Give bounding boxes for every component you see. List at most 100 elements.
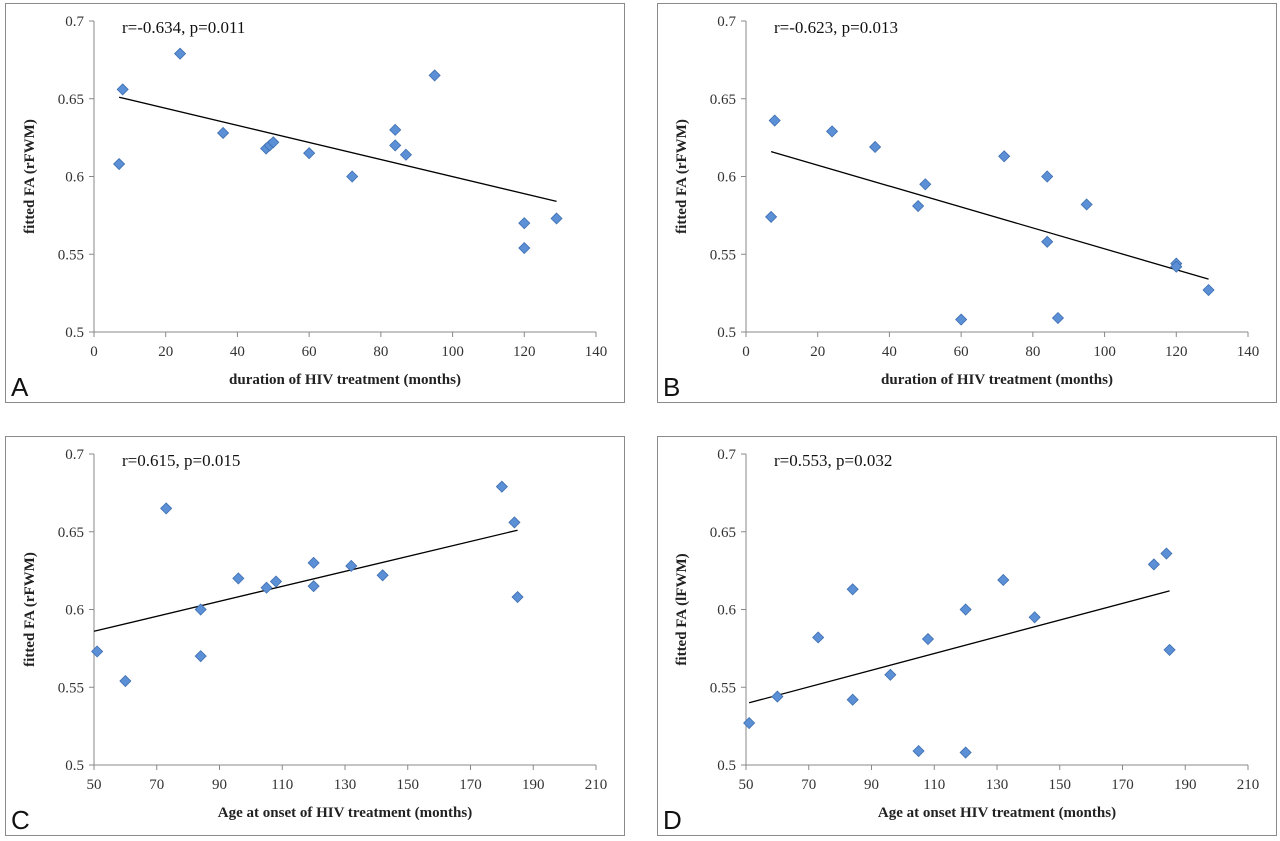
data-point — [160, 502, 173, 515]
y-tick-label: 0.6 — [717, 170, 736, 186]
x-tick-label: 140 — [585, 344, 608, 360]
y-tick-label: 0.6 — [65, 170, 84, 186]
data-point — [959, 603, 972, 616]
chart-panel-b: 0 20 40 60 80 100 120 140 0.5 0.55 0.6 0.65 0.7 durat… — [657, 3, 1277, 403]
x-axis-label: duration of HIV treatment (months) — [881, 372, 1113, 388]
x-tick-label: 120 — [513, 344, 536, 360]
data-point — [1028, 611, 1041, 624]
data-point — [307, 556, 320, 569]
data-point — [307, 580, 320, 593]
data-point — [919, 178, 932, 191]
data-point — [269, 575, 283, 588]
data-point — [389, 139, 402, 152]
x-tick-label: 110 — [923, 777, 945, 793]
x-tick-label: 0 — [90, 344, 98, 360]
x-tick-label: 50 — [87, 777, 102, 793]
data-point — [518, 217, 531, 230]
y-tick-label: 0.5 — [717, 325, 736, 341]
x-tick-label: 70 — [149, 777, 164, 793]
x-tick-label: 120 — [1165, 344, 1188, 360]
x-tick-label: 150 — [1049, 777, 1072, 793]
x-tick-label: 20 — [158, 344, 173, 360]
y-tick-label: 0.5 — [65, 758, 84, 774]
trendline — [118, 96, 557, 203]
y-axis-label: fitted FA (rFWM) — [674, 119, 690, 234]
x-tick-label: 190 — [1174, 777, 1197, 793]
data-point — [1051, 311, 1065, 325]
x-tick-label: 90 — [864, 777, 879, 793]
y-tick-label: 0.6 — [65, 603, 84, 619]
panel-letter: A — [11, 372, 29, 402]
y-tick-label: 0.65 — [58, 92, 84, 108]
data-point — [825, 125, 839, 138]
x-tick-label: 40 — [882, 344, 897, 360]
y-axis-label: fitted FA (lFWM) — [674, 553, 690, 665]
x-tick-label: 170 — [1111, 777, 1134, 793]
x-tick-label: 210 — [1237, 777, 1260, 793]
panel-letter: C — [11, 805, 30, 835]
data-point — [743, 716, 756, 730]
y-tick-label: 0.65 — [710, 92, 736, 108]
x-tick-label: 50 — [739, 777, 754, 793]
data-point — [884, 668, 897, 681]
data-point — [846, 693, 859, 706]
data-point — [267, 136, 280, 149]
x-tick-label: 80 — [1025, 344, 1040, 360]
data-point — [1163, 643, 1176, 656]
data-point — [119, 674, 132, 688]
data-point — [346, 170, 359, 183]
data-point — [846, 583, 859, 596]
data-point — [812, 631, 825, 644]
data-point — [1041, 170, 1054, 183]
x-tick-label: 40 — [230, 344, 245, 360]
data-point — [921, 632, 935, 646]
y-tick-label: 0.55 — [710, 680, 736, 696]
data-point — [91, 645, 104, 658]
data-point — [771, 690, 784, 703]
correlation-annotation: r=0.615, p=0.015 — [122, 451, 240, 470]
data-point — [959, 746, 972, 759]
correlation-annotation: r=0.553, p=0.032 — [774, 451, 892, 470]
data-point — [998, 150, 1011, 163]
y-tick-label: 0.7 — [717, 447, 736, 463]
x-axis-label: duration of HIV treatment (months) — [229, 372, 461, 388]
x-tick-label: 210 — [585, 777, 608, 793]
data-point — [518, 241, 531, 255]
data-point — [399, 148, 413, 161]
data-point — [173, 47, 187, 60]
trendline — [748, 590, 1170, 704]
y-tick-label: 0.7 — [65, 447, 84, 463]
x-tick-label: 170 — [459, 777, 482, 793]
x-tick-label: 100 — [441, 344, 464, 360]
x-tick-label: 190 — [522, 777, 545, 793]
data-point — [194, 650, 207, 663]
x-tick-label: 100 — [1093, 344, 1116, 360]
x-tick-label: 60 — [954, 344, 969, 360]
data-point — [869, 140, 882, 154]
scatter-chart: 0 20 40 60 80 100 120 140 0.5 0.55 0.6 0.65 0.7 durat… — [663, 14, 1259, 402]
data-point — [912, 744, 925, 758]
correlation-annotation: r=-0.634, p=0.011 — [122, 18, 245, 37]
data-point — [765, 210, 778, 223]
y-tick-label: 0.65 — [710, 525, 736, 541]
chart-panel-d: 50 70 90 110 130 150 170 190 210 0.5 0.55 0.6 0.65 0.… — [657, 436, 1277, 836]
data-point — [511, 590, 524, 604]
data-point — [508, 516, 521, 529]
data-point — [1147, 558, 1160, 571]
data-point — [1080, 198, 1093, 211]
y-tick-label: 0.55 — [58, 247, 84, 263]
data-point — [1202, 283, 1215, 297]
y-tick-label: 0.55 — [58, 680, 84, 696]
x-tick-label: 20 — [810, 344, 825, 360]
data-point — [194, 603, 207, 616]
y-tick-label: 0.5 — [717, 758, 736, 774]
data-point — [912, 199, 925, 213]
data-point — [113, 157, 126, 171]
x-axis-label: Age at onset HIV treatment (months) — [878, 805, 1116, 821]
data-point — [1041, 235, 1054, 248]
data-point — [997, 573, 1010, 587]
trendline — [93, 529, 518, 632]
y-tick-label: 0.5 — [65, 325, 84, 341]
data-point — [955, 313, 968, 326]
data-point — [303, 147, 316, 160]
